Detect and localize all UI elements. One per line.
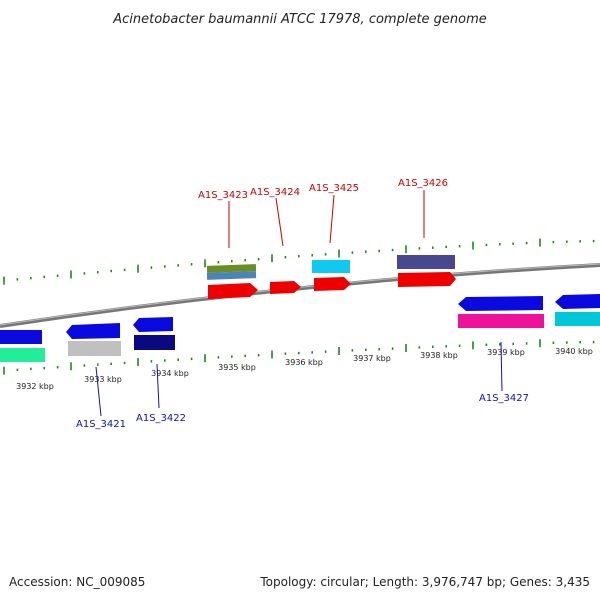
kbp-axis-labels: 3932 kbp 3933 kbp 3934 kbp 3935 kbp 3936… xyxy=(16,347,593,391)
leader-line xyxy=(275,197,284,247)
kbp-label: 3938 kbp xyxy=(420,351,458,360)
feature-magenta[interactable] xyxy=(458,314,544,328)
cds-arrow-3426[interactable] xyxy=(398,272,456,287)
gene-label-3422[interactable]: A1S_3422 xyxy=(136,413,186,424)
gene-label-3424[interactable]: A1S_3424 xyxy=(250,187,300,198)
kbp-label: 3940 kbp xyxy=(555,347,593,356)
gene-label-3421[interactable]: A1S_3421 xyxy=(76,419,126,430)
leader-line xyxy=(156,363,160,409)
reverse-gene-labels: A1S_3421 A1S_3422 A1S_3427 xyxy=(76,341,529,430)
kbp-label: 3937 kbp xyxy=(353,354,391,363)
cds-arrow-3423[interactable] xyxy=(208,283,258,299)
inner-tick-track xyxy=(3,339,595,375)
feature-navy[interactable] xyxy=(134,335,175,350)
gene-label-3426[interactable]: A1S_3426 xyxy=(398,178,448,189)
feature-slate[interactable] xyxy=(397,255,455,269)
leader-line xyxy=(500,341,503,392)
kbp-label: 3939 kbp xyxy=(487,348,525,357)
cds-arrow-3425[interactable] xyxy=(314,277,351,291)
feature-mint-left[interactable] xyxy=(0,348,45,362)
feature-teal[interactable] xyxy=(555,312,600,326)
feature-olive[interactable] xyxy=(206,264,257,273)
feature-steel[interactable] xyxy=(206,271,257,280)
cds-arrow-3427[interactable] xyxy=(458,296,543,311)
kbp-label: 3934 kbp xyxy=(151,369,189,378)
feature-blue-left[interactable] xyxy=(0,330,42,344)
feature-grey[interactable] xyxy=(68,341,121,356)
topology-summary: Topology: circular; Length: 3,976,747 bp… xyxy=(259,575,590,589)
genome-backbone xyxy=(0,263,600,328)
kbp-label: 3935 kbp xyxy=(218,363,256,372)
kbp-label: 3933 kbp xyxy=(84,375,122,384)
gene-label-3427[interactable]: A1S_3427 xyxy=(479,393,529,404)
cds-arrow-3422[interactable] xyxy=(133,317,173,332)
forward-features xyxy=(206,255,456,299)
cds-arrow-3424[interactable] xyxy=(270,281,301,294)
cds-arrow-3421[interactable] xyxy=(66,323,120,339)
feature-cyan[interactable] xyxy=(312,260,350,273)
leader-line xyxy=(329,194,335,244)
reverse-features xyxy=(0,294,600,362)
forward-gene-labels: A1S_3423 A1S_3424 A1S_3425 A1S_3426 xyxy=(198,178,448,248)
map-title: Acinetobacter baumannii ATCC 17978, comp… xyxy=(112,12,487,27)
accession-label: Accession: NC_009085 xyxy=(9,575,145,589)
cds-arrow-right-edge[interactable] xyxy=(555,294,600,309)
kbp-label: 3936 kbp xyxy=(285,358,323,367)
leader-line xyxy=(95,366,102,417)
outer-tick-track xyxy=(3,238,595,285)
gene-label-3425[interactable]: A1S_3425 xyxy=(309,183,359,194)
gene-label-3423[interactable]: A1S_3423 xyxy=(198,190,248,201)
kbp-label: 3932 kbp xyxy=(16,382,54,391)
